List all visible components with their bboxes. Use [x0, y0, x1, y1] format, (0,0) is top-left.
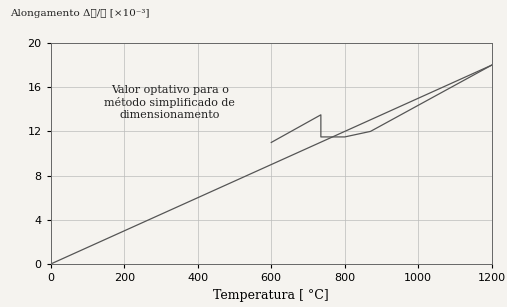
- Text: Valor optativo para o
método simplificado de
dimensionamento: Valor optativo para o método simplificad…: [104, 85, 235, 120]
- X-axis label: Temperatura [ °C]: Temperatura [ °C]: [213, 289, 329, 301]
- Text: Alongamento Δℓ/ℓ [×10⁻³]: Alongamento Δℓ/ℓ [×10⁻³]: [10, 9, 150, 18]
